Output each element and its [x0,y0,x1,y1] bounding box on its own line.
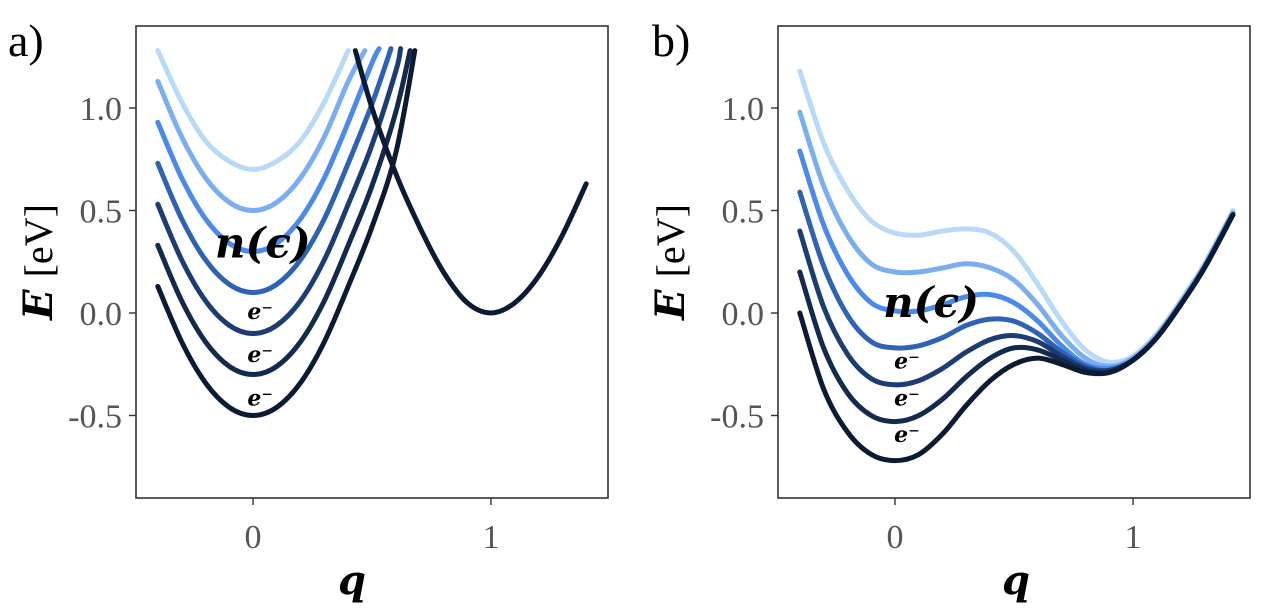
x-tick-label: 0 [887,519,904,556]
panel-a: a) 1.0 0.5 0.0 -0.5 0 1 E [eV] q n(ϵ) e⁻ e⁻ e⁻ [8,15,609,604]
electron-annotation: e⁻ [247,299,273,325]
electron-annotation: e⁻ [894,385,920,411]
y-axis-variable: E [15,289,62,321]
energy-curve-2 [155,46,382,254]
y-axis-variable: E [647,289,694,321]
y-axis-label: E [eV] [15,204,62,321]
y-axis-unit: [eV] [648,204,693,277]
x-axis-label: q [338,557,366,604]
electron-annotation: e⁻ [894,422,920,448]
curves [797,68,1236,464]
y-axis-unit: [eV] [16,204,61,277]
y-axis-label: E [eV] [647,204,694,321]
x-tick-label: 1 [1125,519,1142,556]
energy-curve-6 [797,212,1236,464]
y-tick-label: 0.0 [722,296,765,333]
y-tick-label: -0.5 [710,399,764,436]
y-tick-label: 1.0 [80,91,123,128]
energy-curve-3 [155,46,394,295]
curves [155,46,589,418]
x-tick-label: 1 [483,519,500,556]
y-tick-label: -0.5 [68,399,122,436]
occupation-annotation: n(ϵ) [883,278,979,327]
energy-curve-6 [155,48,418,418]
energy-curve-5 [155,48,413,377]
panel-label: a) [8,15,44,66]
energy-curve-1 [155,48,368,213]
energy-curve-0 [155,48,351,172]
panel-label: b) [652,15,690,66]
plot-frame [777,25,1251,499]
energy-curve-7 [352,48,589,316]
y-tick-label: 0.5 [722,194,765,231]
electron-annotation: e⁻ [894,348,920,374]
occupation-annotation: n(ϵ) [215,219,311,268]
y-tick-label: 0.5 [80,194,123,231]
x-tick-label: 0 [245,519,262,556]
plot-frame [135,25,609,499]
y-tick-label: 1.0 [722,91,765,128]
panel-b: b) 1.0 0.5 0.0 -0.5 0 1 E [eV] q n(ϵ) e⁻ e⁻ e⁻ [647,15,1251,604]
x-axis-label: q [1002,557,1030,604]
electron-annotation: e⁻ [247,385,273,411]
electron-annotation: e⁻ [247,342,273,368]
energy-curve-4 [155,46,404,336]
y-tick-label: 0.0 [80,296,123,333]
energy-curve-1 [797,109,1236,369]
